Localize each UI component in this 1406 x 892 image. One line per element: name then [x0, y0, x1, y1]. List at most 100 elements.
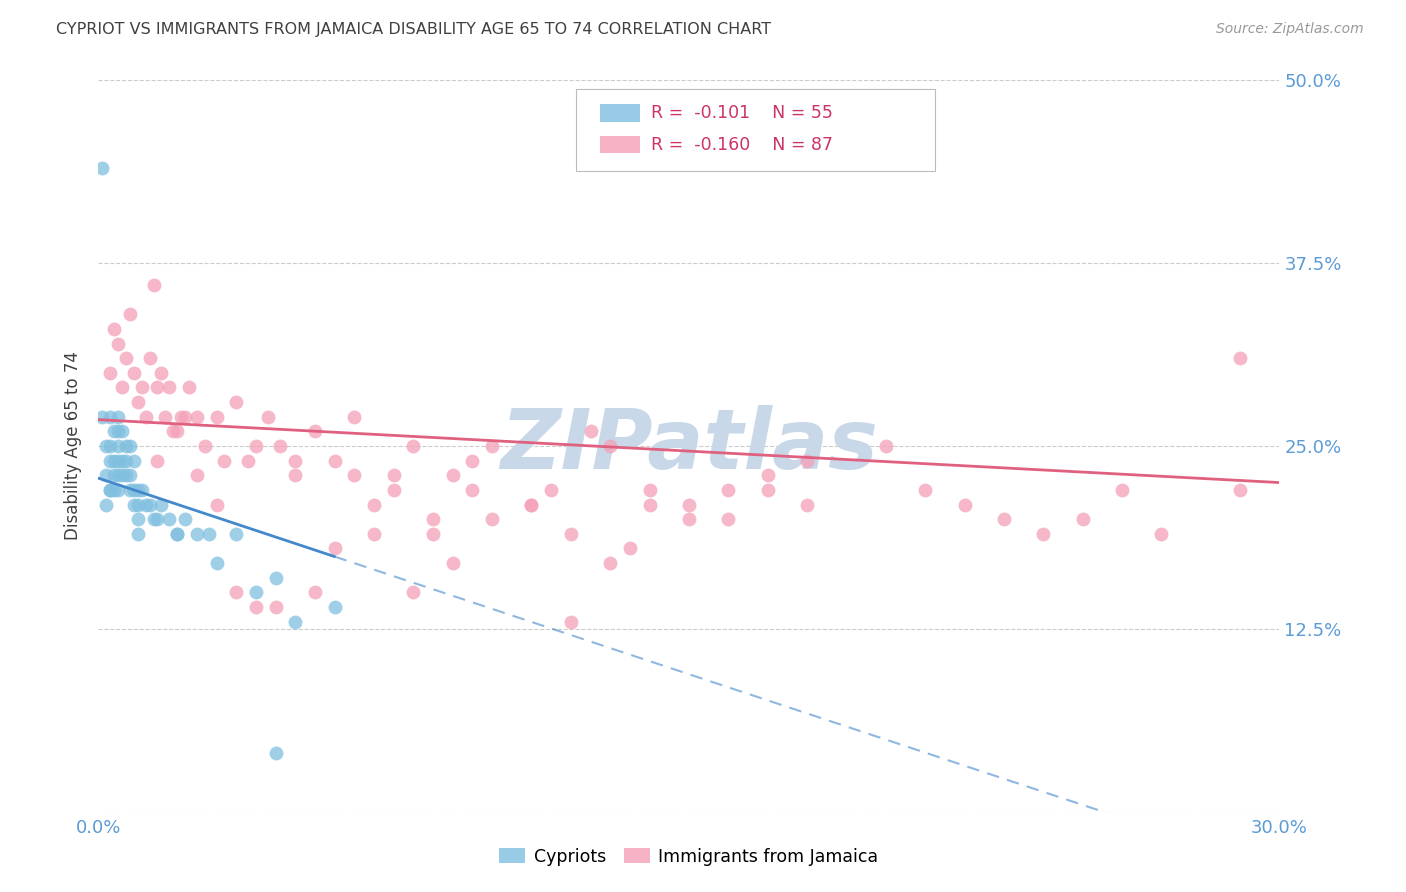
Point: [520, 498, 543, 512]
Point: [441, 468, 464, 483]
Point: [118, 468, 141, 483]
Point: [127, 526, 149, 541]
Point: [756, 468, 779, 483]
Point: [103, 468, 125, 483]
Point: [993, 512, 1015, 526]
Point: [717, 483, 740, 497]
Point: [284, 468, 307, 483]
Point: [363, 526, 385, 541]
Point: [103, 483, 125, 497]
Point: [166, 526, 188, 541]
Point: [186, 468, 208, 483]
Text: R =  -0.160    N = 87: R = -0.160 N = 87: [651, 136, 832, 153]
Point: [284, 453, 307, 467]
Point: [678, 512, 700, 526]
Point: [323, 541, 346, 556]
Point: [138, 498, 160, 512]
Point: [1032, 526, 1054, 541]
Text: ZIPatlas: ZIPatlas: [501, 406, 877, 486]
Point: [115, 468, 138, 483]
Point: [162, 425, 184, 439]
Point: [323, 453, 346, 467]
Point: [560, 526, 582, 541]
Point: [118, 307, 141, 321]
Point: [91, 161, 114, 175]
Point: [245, 585, 267, 599]
Point: [122, 498, 145, 512]
Point: [96, 468, 118, 483]
Point: [363, 498, 385, 512]
Point: [796, 453, 818, 467]
Point: [245, 599, 267, 614]
Point: [1071, 512, 1094, 526]
Point: [225, 395, 247, 409]
Point: [131, 380, 153, 394]
Point: [98, 483, 121, 497]
Point: [461, 453, 484, 467]
Point: [599, 556, 621, 570]
Point: [236, 453, 259, 467]
Point: [269, 439, 291, 453]
Point: [111, 425, 134, 439]
Point: [756, 483, 779, 497]
Point: [481, 512, 503, 526]
Point: [115, 439, 138, 453]
Point: [135, 409, 157, 424]
Point: [166, 526, 188, 541]
Point: [205, 556, 228, 570]
Point: [146, 453, 169, 467]
Point: [96, 439, 118, 453]
Point: [1150, 526, 1173, 541]
Point: [103, 453, 125, 467]
Point: [441, 556, 464, 570]
Point: [127, 512, 149, 526]
Text: CYPRIOT VS IMMIGRANTS FROM JAMAICA DISABILITY AGE 65 TO 74 CORRELATION CHART: CYPRIOT VS IMMIGRANTS FROM JAMAICA DISAB…: [56, 22, 772, 37]
Point: [142, 512, 165, 526]
Point: [245, 439, 267, 453]
Point: [678, 498, 700, 512]
Point: [186, 409, 208, 424]
Point: [115, 351, 138, 366]
Point: [579, 425, 602, 439]
Point: [214, 453, 236, 467]
Point: [98, 439, 121, 453]
Point: [150, 366, 173, 380]
Point: [174, 409, 197, 424]
Point: [796, 498, 818, 512]
Point: [481, 439, 503, 453]
Point: [304, 585, 326, 599]
Point: [619, 541, 641, 556]
Point: [264, 746, 287, 760]
Point: [111, 468, 134, 483]
Point: [422, 526, 444, 541]
Point: [98, 366, 121, 380]
Point: [225, 526, 247, 541]
Point: [382, 468, 405, 483]
Point: [717, 512, 740, 526]
Point: [107, 425, 129, 439]
Point: [96, 498, 118, 512]
Point: [98, 453, 121, 467]
Point: [343, 409, 366, 424]
Point: [953, 498, 976, 512]
Point: [107, 439, 129, 453]
Point: [323, 599, 346, 614]
Text: R =  -0.101    N = 55: R = -0.101 N = 55: [651, 104, 832, 122]
Point: [256, 409, 278, 424]
Point: [638, 483, 661, 497]
Point: [155, 409, 177, 424]
Point: [107, 409, 129, 424]
Point: [875, 439, 897, 453]
Point: [461, 483, 484, 497]
Point: [107, 483, 129, 497]
Point: [599, 439, 621, 453]
Point: [107, 453, 129, 467]
Point: [540, 483, 562, 497]
Point: [186, 526, 208, 541]
Point: [520, 498, 543, 512]
Point: [177, 380, 200, 394]
Point: [127, 498, 149, 512]
Point: [122, 483, 145, 497]
Point: [135, 498, 157, 512]
Point: [138, 351, 160, 366]
